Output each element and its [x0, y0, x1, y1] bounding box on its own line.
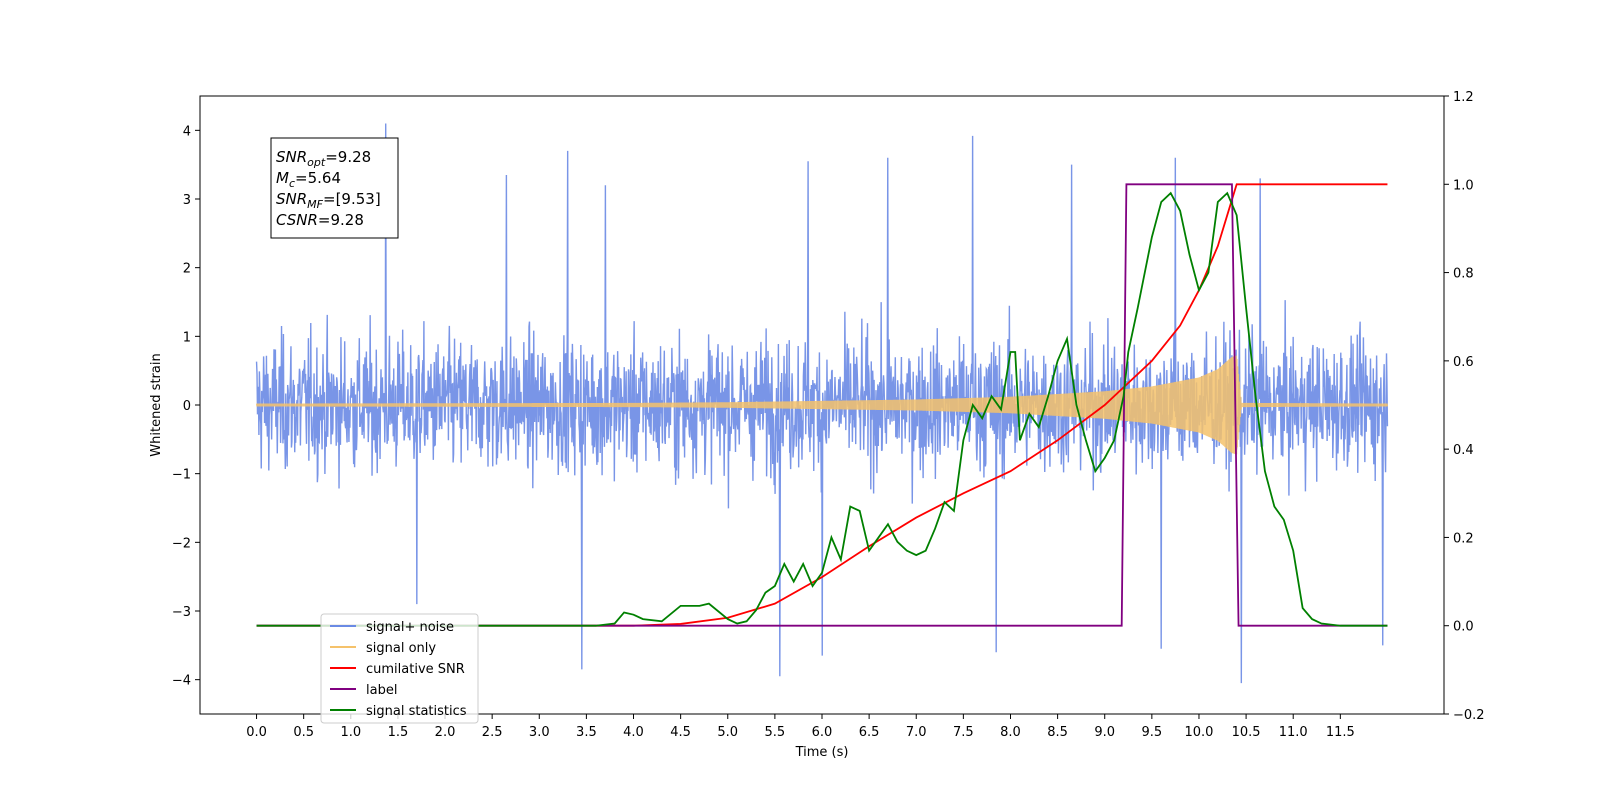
annotation-line: Mc=5.64 — [276, 169, 341, 190]
legend-entry: signal statistics — [366, 704, 467, 719]
y-tick-label-right: 0.0 — [1453, 620, 1474, 635]
legend-entry: label — [366, 683, 397, 698]
series-layer — [255, 123, 1389, 684]
x-tick-label: 1.5 — [388, 725, 409, 740]
x-tick-label: 4.5 — [670, 725, 691, 740]
y-tick-label-right: −0.2 — [1453, 708, 1485, 723]
x-tick-label: 10.5 — [1232, 725, 1261, 740]
x-tick-label: 7.0 — [906, 725, 927, 740]
x-axis-label: Time (s) — [795, 745, 849, 760]
x-tick-label: 6.5 — [859, 725, 880, 740]
y-tick-label-left: −2 — [172, 536, 191, 551]
x-tick-label: 9.0 — [1094, 725, 1115, 740]
series-signal-statistics — [256, 191, 1388, 627]
y-tick-label-left: −1 — [172, 468, 191, 483]
legend: signal+ noise signal only cumilative SNR la… — [320, 613, 479, 724]
y-axis-left: −4 −3 −2 −1 0 1 2 3 4 — [172, 124, 200, 689]
x-tick-label: 11.0 — [1279, 725, 1308, 740]
legend-frame — [320, 613, 479, 724]
y-tick-label-left: 0 — [183, 399, 191, 414]
annotation-frame — [270, 137, 399, 239]
x-tick-label: 5.5 — [765, 725, 786, 740]
annotation-line: SNRopt=9.28 — [276, 148, 371, 169]
y-axis-label-left: Whitened strain — [149, 353, 164, 456]
x-tick-label: 9.5 — [1142, 725, 1163, 740]
legend-entry: cumilative SNR — [366, 662, 465, 677]
x-tick-label: 11.5 — [1326, 725, 1355, 740]
legend-entry: signal+ noise — [366, 620, 454, 635]
y-tick-label-right: 1.2 — [1453, 90, 1474, 105]
x-tick-label: 0.5 — [293, 725, 314, 740]
x-tick-label: 1.0 — [340, 725, 361, 740]
series-signal-only — [255, 355, 1389, 455]
plot-area — [255, 123, 1389, 684]
x-tick-label: 5.0 — [717, 725, 738, 740]
y-tick-label-right: 0.8 — [1453, 267, 1474, 282]
y-tick-label-left: 4 — [183, 124, 191, 139]
x-tick-label: 2.5 — [482, 725, 503, 740]
y-tick-label-right: 1.0 — [1453, 178, 1474, 193]
x-tick-label: 0.0 — [246, 725, 267, 740]
x-tick-label: 8.5 — [1047, 725, 1068, 740]
y-axis-right: −0.2 0.0 0.2 0.4 0.6 0.8 1.0 1.2 — [1444, 90, 1485, 723]
series-label — [256, 183, 1388, 627]
y-tick-label-right: 0.4 — [1453, 443, 1474, 458]
x-tick-label: 7.5 — [953, 725, 974, 740]
y-tick-label-left: −3 — [172, 605, 191, 620]
y-tick-label-left: −4 — [172, 674, 191, 689]
y-tick-label-right: 0.2 — [1453, 531, 1474, 546]
x-tick-label: 3.0 — [529, 725, 550, 740]
annotation-line: CSNR=9.28 — [276, 211, 364, 229]
x-axis: 0.0 0.5 1.0 1.5 2.0 2.5 3.0 3.5 4.0 4.5 5.0 5.5 6.0 6… — [246, 714, 1355, 740]
x-tick-label: 3.5 — [576, 725, 597, 740]
y-tick-label-left: 3 — [183, 193, 191, 208]
x-tick-label: 8.0 — [1000, 725, 1021, 740]
series-cumulative-snr — [256, 183, 1388, 627]
x-tick-label: 10.0 — [1184, 725, 1213, 740]
y-tick-label-right: 0.6 — [1453, 355, 1474, 370]
legend-entry: signal only — [366, 641, 436, 656]
x-tick-label: 4.0 — [623, 725, 644, 740]
x-tick-label: 2.0 — [435, 725, 456, 740]
y-tick-label-left: 2 — [183, 262, 191, 277]
y-tick-label-left: 1 — [183, 330, 191, 345]
annotation-line: SNRMF=[9.53] — [276, 190, 381, 211]
x-tick-label: 6.0 — [812, 725, 833, 740]
